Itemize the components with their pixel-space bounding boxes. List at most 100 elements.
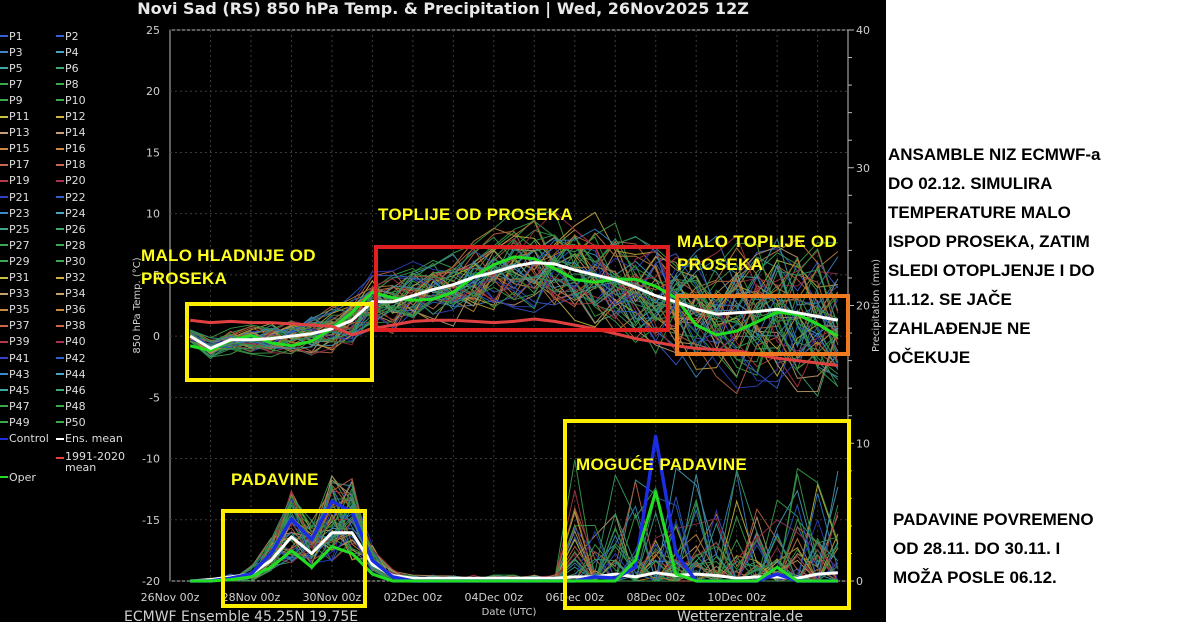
legend-item-p3: P3 [0,44,23,60]
x-tick-label: 28Nov 00z [222,591,281,604]
legend-label: P18 [65,158,86,172]
legend-item-control: Control [0,431,49,447]
annotation-warm-box [374,245,670,332]
annotation-precip1-label: PADAVINE [231,468,319,491]
commentary-line: OČEKUJE [888,348,971,367]
oper-temp-line [189,255,839,353]
y-tick-label: 15 [146,146,160,159]
annotation-slightly-warm-box [675,294,850,356]
commentary-line: ISPOD PROSEKA, ZATIM [888,232,1090,251]
member-temp-line [189,236,839,364]
legend-label: Ens. mean [65,432,123,445]
legend-label: P24 [65,206,86,220]
member-temp-line [189,249,839,380]
legend-item-climate-mean: 1991-2020 mean [56,451,125,477]
legend-item-p30: P30 [56,253,86,269]
member-temp-line [189,258,839,379]
legend-swatch [56,405,64,408]
chart-title: Novi Sad (RS) 850 hPa Temp. & Precipitat… [137,0,749,18]
legend-item-p12: P12 [56,109,86,125]
commentary-line: PADAVINE POVREMENO [893,510,1094,529]
chart-panel: Novi Sad (RS) 850 hPa Temp. & Precipitat… [0,0,886,622]
legend-swatch [56,357,64,359]
x-tick-label: 04Dec 00z [465,591,524,604]
annotation-warm-line1: TOPLIJE OD PROSEKA [378,205,573,224]
legend-swatch [56,292,64,295]
legend-item-p42: P42 [56,350,86,366]
legend-item-p39: P39 [0,334,30,350]
legend-item-p45: P45 [0,382,30,398]
legend-swatch [0,67,8,70]
legend-label: P27 [9,238,30,252]
y2-tick-label: 10 [856,437,870,450]
legend-item-p24: P24 [56,205,86,221]
legend-item-p2: P2 [56,28,79,44]
legend-swatch [56,437,64,440]
legend-label: P47 [9,399,30,413]
legend-swatch [56,99,64,102]
legend-swatch [0,51,8,54]
legend-item-p9: P9 [0,92,23,108]
legend-swatch [0,308,8,311]
legend-item-p11: P11 [0,109,30,125]
legend-item-p33: P33 [0,286,30,302]
legend-label: P19 [9,174,30,188]
legend-label: P50 [65,415,86,429]
legend-swatch [0,405,8,408]
legend-swatch [56,389,64,392]
legend-label: P21 [9,190,30,204]
legend-label: P35 [9,303,30,317]
legend-label: P2 [65,29,79,43]
legend-swatch [0,421,8,424]
legend-item-p17: P17 [0,157,30,173]
legend-label: P37 [9,319,30,333]
legend-label: Oper [9,470,36,484]
legend-item-p20: P20 [56,173,86,189]
legend-swatch [0,99,8,102]
legend-label: P43 [9,367,30,381]
legend-item-p25: P25 [0,221,30,237]
annotation-precip2-label: MOGUĆE PADAVINE [576,453,747,476]
legend-label: P23 [9,206,30,220]
legend-label: P30 [65,254,86,268]
y2-tick-label: 0 [856,575,863,588]
annotation-precip1-line1: PADAVINE [231,470,319,489]
annotation-slightly-warm-line1: MALO TOPLIJE OD [677,232,838,251]
x-tick-label: 02Dec 00z [384,591,443,604]
legend-label: P11 [9,110,30,123]
legend-label: P1 [9,29,23,43]
ens-mean-precip-line [190,531,839,583]
legend-item-oper: Oper [0,469,36,485]
legend-swatch [0,357,8,359]
ens-mean-temp-line [189,261,839,350]
legend-label: P45 [9,383,30,397]
legend-swatch [0,292,8,295]
legend-label: P13 [9,126,30,140]
legend-label: P38 [65,319,86,333]
legend-swatch [0,276,8,279]
annotation-cold-box [185,302,374,382]
legend-label: P14 [65,126,86,140]
legend-item-p50: P50 [56,414,86,430]
y-tick-label: -5 [149,391,160,404]
legend-swatch [0,131,8,134]
y2-tick-label: 20 [856,300,870,313]
y-tick-label: 10 [146,208,160,221]
legend-item-p47: P47 [0,398,30,414]
annotation-warm-label: TOPLIJE OD PROSEKA [378,203,573,226]
legend-label: P48 [65,399,86,413]
legend-label: P32 [65,271,86,284]
legend-item-p23: P23 [0,205,30,221]
legend-swatch [56,131,64,134]
y-tick-label: 5 [153,269,160,282]
legend-label: P26 [65,222,86,236]
commentary-precip: PADAVINE POVREMENO OD 28.11. DO 30.11. I… [893,505,1200,592]
legend-swatch [0,179,8,182]
legend-label: P17 [9,158,30,172]
legend-label: P29 [9,254,30,268]
legend-item-p15: P15 [0,141,30,157]
legend-label: P10 [65,93,86,107]
commentary-line: 11.12. SE JAČE [888,290,1012,309]
legend-item-p48: P48 [56,398,86,414]
legend-item-p10: P10 [56,92,86,108]
